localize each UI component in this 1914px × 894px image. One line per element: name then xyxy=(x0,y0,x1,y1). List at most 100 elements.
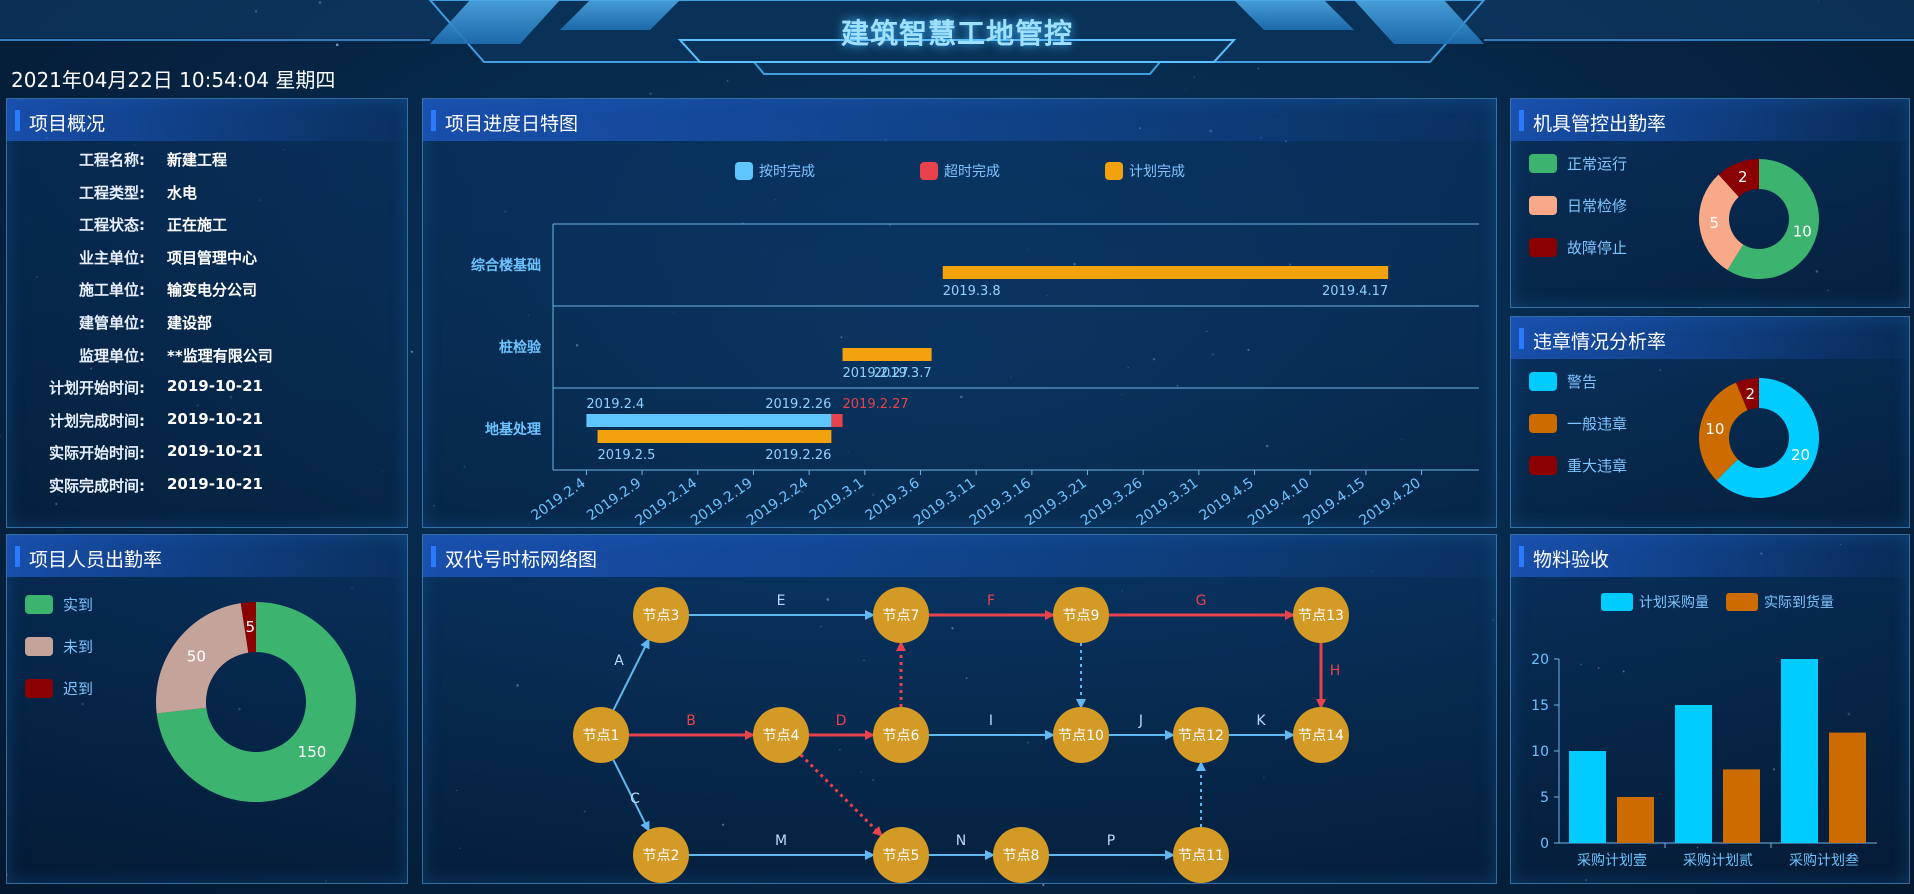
panel-header: 物料验收 xyxy=(1511,535,1909,577)
panel-header: 项目进度日特图 xyxy=(423,99,1496,141)
legend-swatch xyxy=(25,595,53,614)
star-dot xyxy=(96,313,99,316)
overview-row: 工程状态: 正在施工 xyxy=(7,214,407,240)
donut-value-label: 150 xyxy=(298,743,327,761)
edge-label: C xyxy=(630,791,640,807)
star-dot xyxy=(760,253,762,254)
donut-slice xyxy=(1716,378,1819,498)
datetime-display: 2021年04月22日 10:54:04 星期四 xyxy=(11,68,336,92)
gantt-start-label: 2019.3.8 xyxy=(943,284,1001,299)
legend-label: 日常检修 xyxy=(1567,197,1627,215)
donut-value-label: 2 xyxy=(1738,168,1748,186)
star-dot xyxy=(504,210,507,213)
star-dot xyxy=(484,423,486,425)
network-node xyxy=(873,587,929,643)
star-dot xyxy=(1121,590,1124,592)
node-label: 节点10 xyxy=(1058,728,1104,744)
node-label: 节点2 xyxy=(643,848,680,864)
overview-row: 计划完成时间: 2019-10-21 xyxy=(7,410,407,436)
star-dot xyxy=(649,92,652,95)
star-dot xyxy=(1588,158,1590,161)
donut-slice xyxy=(156,602,356,802)
node-label: 节点14 xyxy=(1298,728,1344,744)
legend-label: 重大违章 xyxy=(1567,457,1627,475)
donut-value-label: 5 xyxy=(245,618,255,636)
legend-swatch xyxy=(735,162,753,180)
star-dot xyxy=(1046,294,1048,296)
star-dot xyxy=(774,198,776,201)
y-tick-label: 20 xyxy=(1531,652,1549,668)
overview-value: 建设部 xyxy=(167,314,213,332)
overview-value: 水电 xyxy=(167,183,198,202)
overview-key: 计划完成时间: xyxy=(49,411,145,430)
edge-label: E xyxy=(777,593,786,609)
category-label: 综合楼基础 xyxy=(471,257,541,274)
donut-value-label: 10 xyxy=(1705,420,1724,438)
star-dot xyxy=(819,625,822,628)
gantt-end-label: 2019.2.26 xyxy=(765,397,831,412)
star-dot xyxy=(1026,741,1030,744)
star-dot xyxy=(1847,712,1851,716)
category-label: 桩检验 xyxy=(499,339,542,356)
network-node xyxy=(873,707,929,763)
y-tick-label: 10 xyxy=(1531,744,1549,760)
overview-key: 监理单位: xyxy=(79,346,145,365)
star-dot xyxy=(1193,76,1196,78)
star-dot xyxy=(1584,878,1588,882)
donut-slice xyxy=(240,602,256,653)
star-dot xyxy=(1535,368,1537,369)
panel-header: 机具管控出勤率 xyxy=(1511,99,1909,141)
overview-row: 实际开始时间: 2019-10-21 xyxy=(7,442,407,468)
star-dot xyxy=(721,823,725,826)
overview-value: 项目管理中心 xyxy=(167,248,258,267)
header-frame xyxy=(0,0,1914,75)
edge-label: K xyxy=(1256,713,1266,729)
network-node xyxy=(1053,707,1109,763)
panel-title: 机具管控出勤率 xyxy=(1533,113,1667,135)
donut-slice xyxy=(1718,159,1759,197)
star-dot xyxy=(283,149,285,151)
network-node xyxy=(633,587,689,643)
star-dot xyxy=(0,434,2,437)
x-tick-label: 2019.3.1 xyxy=(807,475,867,524)
legend-swatch xyxy=(1529,154,1557,173)
overview-key: 实际开始时间: xyxy=(49,444,145,463)
star-dot xyxy=(98,329,100,331)
donut-value-label: 10 xyxy=(1793,222,1812,240)
material-bar xyxy=(1569,751,1606,843)
panel-header: 违章情况分析率 xyxy=(1511,317,1909,359)
panel-project-overview: 项目概况 工程名称: 新建工程 工程类型: 水电 工程状态: 正在施工 业主单位: 项目管理中… xyxy=(6,98,408,528)
legend-label: 一般违章 xyxy=(1567,415,1627,433)
star-dot xyxy=(1206,330,1208,332)
star-dot xyxy=(840,336,843,339)
star-dot xyxy=(1263,776,1265,778)
star-dot xyxy=(1185,88,1187,90)
star-dot xyxy=(90,367,93,370)
star-dot xyxy=(1622,670,1625,673)
star-dot xyxy=(860,771,862,774)
star-dot xyxy=(1401,439,1403,441)
overview-value: 2019-10-21 xyxy=(167,475,263,493)
star-dot xyxy=(563,892,564,894)
donut-value-label: 20 xyxy=(1791,446,1810,464)
star-dot xyxy=(1176,384,1179,387)
star-dot xyxy=(35,276,38,278)
node-label: 节点1 xyxy=(583,728,620,744)
star-dot xyxy=(839,748,841,751)
legend-swatch xyxy=(920,162,938,180)
overview-value: **监理有限公司 xyxy=(167,346,273,365)
star-dot xyxy=(914,370,916,372)
overview-value: 2019-10-21 xyxy=(167,409,263,428)
star-dot xyxy=(726,80,729,82)
overview-key: 工程状态: xyxy=(79,216,145,235)
star-dot xyxy=(575,344,579,347)
gantt-bar xyxy=(831,414,843,427)
panel-header: 项目概况 xyxy=(7,99,407,141)
legend-swatch xyxy=(1529,372,1557,391)
panel-network-diagram: 双代号时标网络图 A B C D E F G H I J K M N P 节点1 节点2 节点3 节点4 节点5 节点… xyxy=(422,534,1497,884)
star-dot xyxy=(1772,768,1776,771)
star-dot xyxy=(516,684,519,687)
star-dot xyxy=(510,854,511,856)
star-dot xyxy=(583,810,586,813)
